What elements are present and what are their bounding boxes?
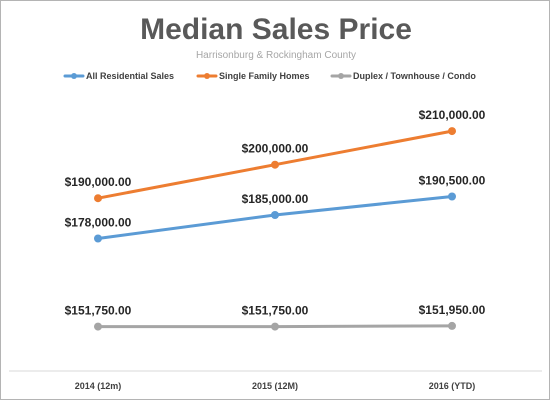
data-label-duplex-townhouse-condo: $151,750.00: [65, 304, 132, 318]
data-label-all-residential-sales: $178,000.00: [65, 216, 132, 230]
chart-legend: All Residential Sales Single Family Homes…: [63, 71, 476, 81]
plot-area: $178,000.00 $185,000.00 $190,500.00 $190,00…: [65, 108, 486, 331]
data-point-duplex-townhouse-condo: [94, 322, 102, 331]
data-point-duplex-townhouse-condo: [271, 322, 279, 331]
legend-marker-single-family-homes: [204, 73, 210, 79]
data-label-single-family-homes: $200,000.00: [242, 142, 309, 156]
x-axis-ticks: 2014 (12m) 2015 (12M) 2016 (YTD): [75, 381, 476, 391]
x-tick-label: 2014 (12m): [75, 381, 122, 391]
data-label-single-family-homes: $190,000.00: [65, 175, 132, 189]
data-label-all-residential-sales: $185,000.00: [242, 192, 309, 206]
data-point-single-family-homes: [271, 160, 279, 169]
data-label-single-family-homes: $210,000.00: [419, 108, 486, 122]
legend-marker-duplex-townhouse-condo: [338, 73, 344, 79]
chart-title: Median Sales Price: [140, 13, 412, 46]
chart-subtitle: Harrisonburg & Rockingham County: [196, 50, 356, 61]
data-label-duplex-townhouse-condo: $151,950.00: [419, 303, 486, 317]
x-tick-label: 2016 (YTD): [429, 381, 476, 391]
legend-label-all-residential-sales: All Residential Sales: [86, 71, 174, 81]
data-point-all-residential-sales: [94, 234, 102, 243]
data-point-single-family-homes: [94, 194, 102, 203]
data-point-duplex-townhouse-condo: [448, 321, 456, 330]
data-point-single-family-homes: [448, 127, 456, 136]
legend-label-single-family-homes: Single Family Homes: [219, 71, 310, 81]
legend-marker-all-residential-sales: [71, 73, 77, 79]
legend-label-duplex-townhouse-condo: Duplex / Townhouse / Condo: [353, 71, 476, 81]
data-point-all-residential-sales: [448, 192, 456, 201]
data-label-all-residential-sales: $190,500.00: [419, 174, 486, 188]
data-point-all-residential-sales: [271, 211, 279, 219]
x-tick-label: 2015 (12M): [252, 381, 298, 391]
data-label-duplex-townhouse-condo: $151,750.00: [242, 304, 309, 318]
